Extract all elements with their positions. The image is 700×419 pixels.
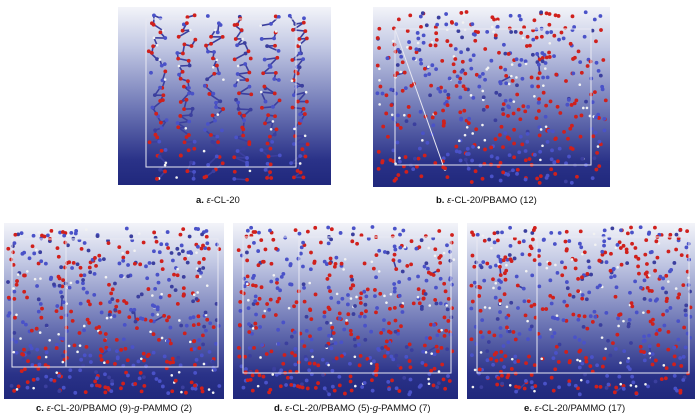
molecular-structure-a <box>145 13 310 182</box>
molecular-structure-b <box>375 10 608 185</box>
caption-c: c. ε-CL-20/PBAMO (9)-g-PAMMO (2) <box>36 403 193 414</box>
panel-d-image <box>233 223 458 399</box>
molecular-structure-e <box>469 225 693 397</box>
molecular-structure-d <box>236 225 456 397</box>
caption-a: a. ε-CL-20 <box>196 195 240 206</box>
molecular-structure-c <box>6 226 222 396</box>
caption-d: d. ε-CL-20/PBAMO (5)-g-PAMMO (7) <box>274 403 431 414</box>
caption-b: b. ε-CL-20/PBAMO (12) <box>436 195 537 206</box>
panel-a-image <box>118 7 331 185</box>
panel-c-image <box>4 223 224 399</box>
caption-e: e. ε-CL-20/PAMMO (17) <box>524 403 626 414</box>
panel-e-image <box>467 223 695 399</box>
panel-b-image <box>373 7 610 187</box>
